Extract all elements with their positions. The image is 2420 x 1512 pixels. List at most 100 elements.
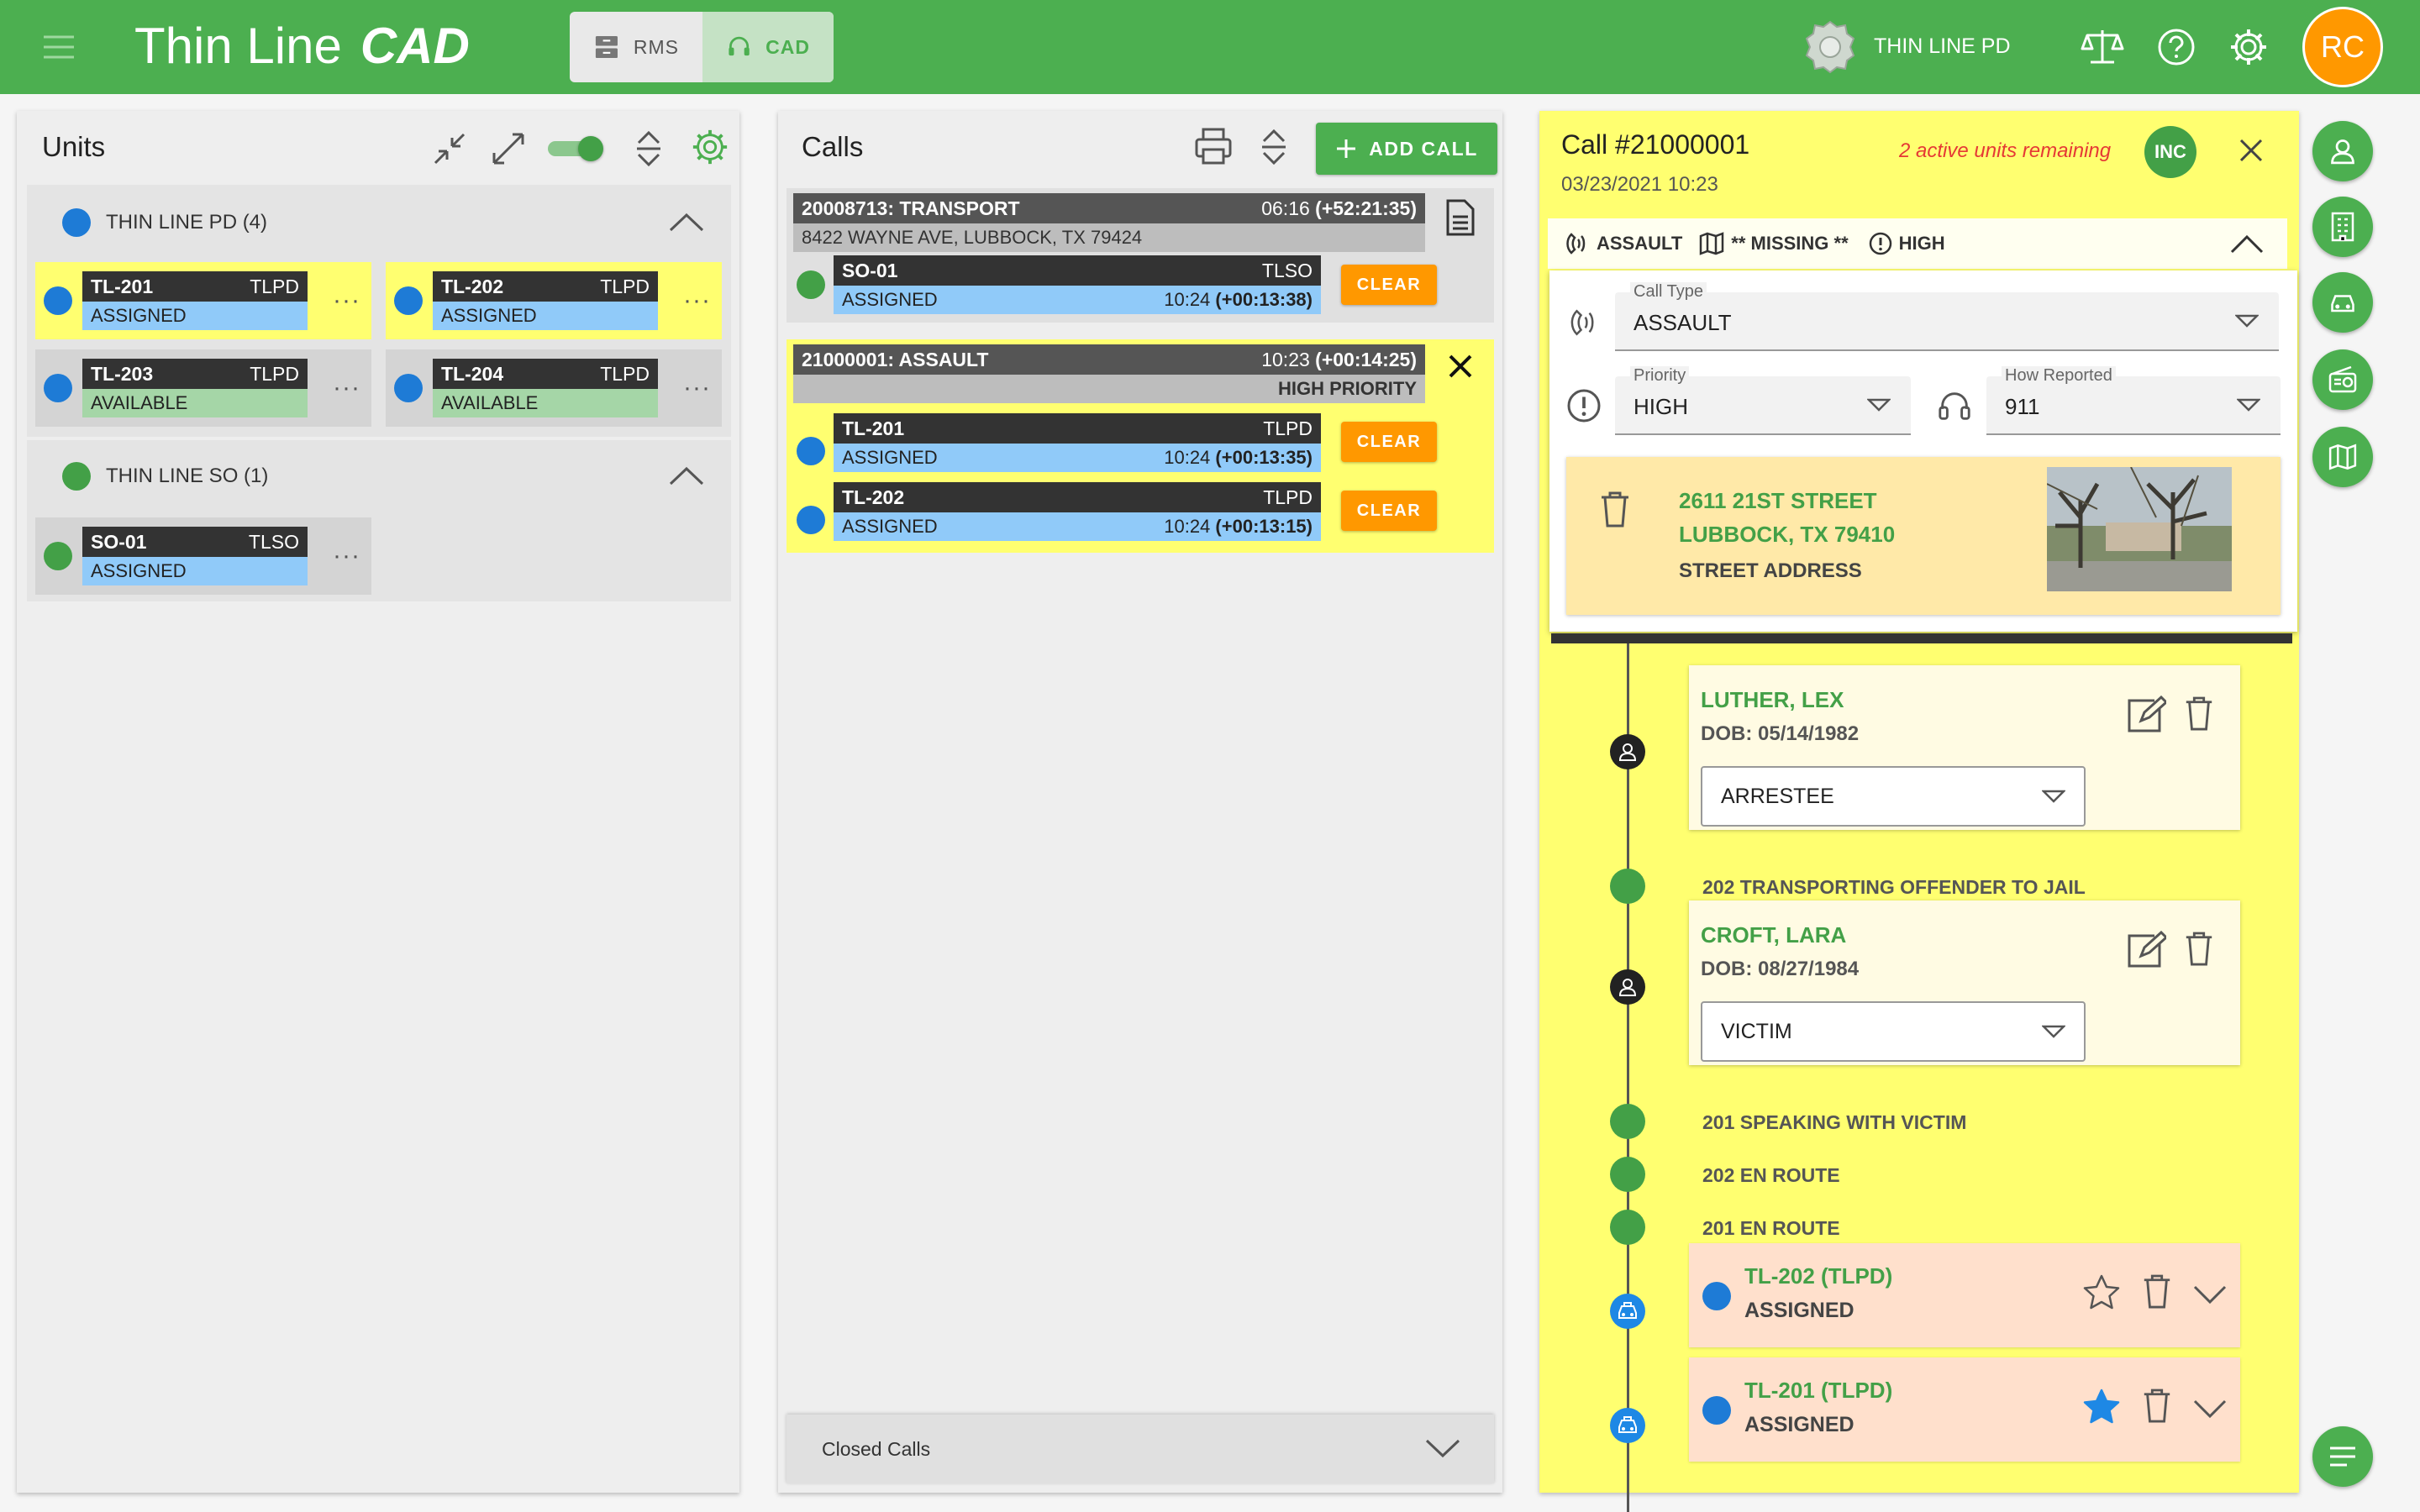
- add-business-button[interactable]: [2312, 197, 2373, 257]
- unit-agency: TLPD: [250, 362, 299, 385]
- unit-status: ASSIGNED: [433, 302, 658, 330]
- collapse-icon[interactable]: [430, 129, 469, 168]
- unit-id: TL-201: [842, 417, 905, 439]
- unit-id: TL-203: [91, 362, 154, 385]
- car-icon: [1610, 1294, 1645, 1329]
- user-avatar[interactable]: RC: [2302, 7, 2383, 87]
- person-card[interactable]: LUTHER, LEX DOB: 05/14/1982 ARRESTEE: [1689, 665, 2240, 830]
- expand-icon[interactable]: [489, 129, 528, 168]
- role-select[interactable]: ARRESTEE: [1701, 766, 2086, 827]
- headset-icon: [729, 36, 750, 56]
- call-unit-tag[interactable]: TL-201 TLPD ASSIGNED 10:24 (+00:13:35): [834, 413, 1321, 472]
- group-header[interactable]: THIN LINE PD (4): [62, 208, 267, 237]
- more-options-button[interactable]: ···: [683, 374, 711, 402]
- call-summary-bar[interactable]: ASSAULT ** MISSING ** HIGH: [1548, 218, 2287, 269]
- clear-button[interactable]: CLEAR: [1341, 422, 1437, 462]
- unit-group-tlso: THIN LINE SO (1) SO-01 TLSO ASSIGNED ···: [27, 440, 731, 601]
- edit-icon[interactable]: [2126, 931, 2166, 969]
- add-person-button[interactable]: [2312, 121, 2373, 181]
- document-icon[interactable]: [1445, 198, 1476, 237]
- rms-button[interactable]: RMS: [570, 12, 702, 82]
- unit-group-tlpd: THIN LINE PD (4) TL-201 TLPD ASSIGNED ··· …: [27, 185, 731, 437]
- person-name: LUTHER, LEX: [1701, 687, 1844, 712]
- unit-card[interactable]: TL-203 TLPD AVAILABLE ···: [35, 349, 371, 427]
- add-vehicle-button[interactable]: [2312, 272, 2373, 333]
- close-icon[interactable]: [2238, 138, 2264, 163]
- sort-icon[interactable]: [632, 129, 666, 168]
- chevron-down-icon[interactable]: [2193, 1399, 2227, 1420]
- more-options-button[interactable]: ···: [333, 286, 360, 314]
- priority-select[interactable]: Priority HIGH: [1615, 366, 1911, 435]
- address-card[interactable]: 2611 21ST STREET LUBBOCK, TX 79410 STREE…: [1566, 457, 2281, 615]
- trash-icon[interactable]: [1598, 491, 1632, 529]
- logo-text: Thin Line: [134, 17, 342, 74]
- caret-down-icon: [2237, 398, 2260, 412]
- call-type-select[interactable]: Call Type ASSAULT: [1615, 282, 2279, 351]
- trash-icon[interactable]: [2183, 931, 2215, 968]
- trash-icon[interactable]: [2141, 1273, 2173, 1310]
- trash-icon[interactable]: [2141, 1388, 2173, 1425]
- chevron-up-icon[interactable]: [669, 212, 704, 232]
- agency-name: THIN LINE PD: [1874, 34, 2011, 58]
- call-card[interactable]: 21000001: ASSAULT 10:23 (+00:14:25) HIGH …: [786, 339, 1494, 553]
- street-view-image[interactable]: [2047, 467, 2232, 591]
- star-icon[interactable]: [2082, 1273, 2121, 1310]
- help-icon[interactable]: [2156, 27, 2196, 67]
- closed-calls-bar[interactable]: Closed Calls: [786, 1415, 1494, 1483]
- trash-icon[interactable]: [2183, 696, 2215, 732]
- how-reported-select[interactable]: How Reported 911: [1986, 366, 2281, 435]
- unit-entry[interactable]: TL-202 (TLPD) ASSIGNED: [1689, 1243, 2240, 1347]
- unit-status: ASSIGNED: [82, 302, 308, 330]
- role-select[interactable]: VICTIM: [1701, 1001, 2086, 1062]
- sort-icon[interactable]: [1257, 128, 1291, 166]
- inc-badge[interactable]: INC: [2144, 126, 2196, 178]
- cad-button[interactable]: CAD: [702, 12, 834, 82]
- alert-icon: [1567, 389, 1601, 423]
- unit-elapsed: (+00:13:35): [1215, 447, 1313, 468]
- unit-dot: [44, 374, 72, 402]
- car-icon: [2331, 295, 2354, 312]
- hamburger-icon[interactable]: [42, 30, 76, 64]
- unit-card[interactable]: TL-201 TLPD ASSIGNED ···: [35, 262, 371, 339]
- call-unit-tag[interactable]: SO-01 TLSO ASSIGNED 10:24 (+00:13:38): [834, 255, 1321, 314]
- agency-dot: [62, 208, 91, 237]
- units-toggle[interactable]: [548, 136, 603, 161]
- unit-card[interactable]: TL-202 TLPD ASSIGNED ···: [386, 262, 722, 339]
- gear-icon[interactable]: [2228, 27, 2269, 67]
- add-call-button[interactable]: ADD CALL: [1316, 123, 1497, 175]
- scale-icon[interactable]: [2081, 27, 2124, 67]
- add-radio-log-button[interactable]: [2312, 349, 2373, 410]
- unit-elapsed: (+00:13:38): [1215, 289, 1313, 310]
- map-icon: [1700, 232, 1724, 255]
- group-header[interactable]: THIN LINE SO (1): [62, 462, 268, 491]
- unit-card[interactable]: TL-204 TLPD AVAILABLE ···: [386, 349, 722, 427]
- clear-button[interactable]: CLEAR: [1341, 491, 1437, 531]
- person-card[interactable]: CROFT, LARA DOB: 08/27/1984 VICTIM: [1689, 900, 2240, 1065]
- rms-label: RMS: [633, 35, 679, 58]
- chevron-up-icon[interactable]: [2230, 234, 2264, 254]
- unit-entry-name: TL-202 (TLPD): [1744, 1263, 1893, 1289]
- menu-list-button[interactable]: [2312, 1426, 2373, 1487]
- unit-card[interactable]: SO-01 TLSO ASSIGNED ···: [35, 517, 371, 595]
- unit-id: SO-01: [842, 259, 898, 281]
- gear-icon[interactable]: [691, 128, 729, 166]
- star-icon[interactable]: [2082, 1388, 2121, 1425]
- map-button[interactable]: [2312, 427, 2373, 487]
- edit-icon[interactable]: [2126, 696, 2166, 734]
- unit-id: TL-202: [842, 486, 905, 508]
- more-options-button[interactable]: ···: [683, 286, 711, 314]
- close-icon[interactable]: [1447, 353, 1474, 380]
- call-card[interactable]: 20008713: TRANSPORT 06:16 (+52:21:35) 842…: [786, 188, 1494, 323]
- app-logo: Thin Line CAD: [134, 15, 470, 76]
- timeline-line: [1627, 643, 1629, 1512]
- clear-button[interactable]: CLEAR: [1341, 265, 1437, 305]
- print-icon[interactable]: [1193, 126, 1234, 166]
- more-options-button[interactable]: ···: [333, 542, 360, 570]
- agency-selector[interactable]: THIN LINE PD: [1805, 10, 2011, 82]
- chevron-down-icon[interactable]: [2193, 1285, 2227, 1305]
- chevron-up-icon[interactable]: [669, 465, 704, 486]
- unit-entry[interactable]: TL-201 (TLPD) ASSIGNED: [1689, 1357, 2240, 1462]
- call-unit-tag[interactable]: TL-202 TLPD ASSIGNED 10:24 (+00:13:15): [834, 482, 1321, 541]
- call-header: 20008713: TRANSPORT 06:16 (+52:21:35): [793, 193, 1425, 223]
- more-options-button[interactable]: ···: [333, 374, 360, 402]
